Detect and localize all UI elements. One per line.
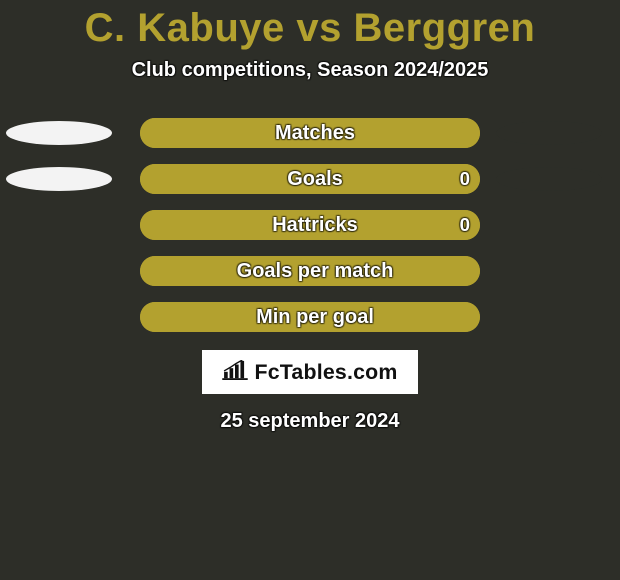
stat-label: Hattricks	[140, 210, 480, 240]
source-badge: FcTables.com	[202, 350, 418, 394]
player-a-marker	[6, 121, 112, 145]
stat-label: Goals per match	[140, 256, 480, 286]
page-title: C. Kabuye vs Berggren	[0, 6, 620, 51]
player-b-marker	[496, 121, 602, 145]
stat-bar: Hattricks0	[140, 210, 480, 240]
stat-row: Goals per match	[0, 256, 620, 286]
stat-label: Goals	[140, 164, 480, 194]
chart-icon	[222, 360, 248, 385]
comparison-infographic: C. Kabuye vs Berggren Club competitions,…	[0, 0, 620, 580]
generation-date: 25 september 2024	[0, 410, 620, 433]
stat-row: Hattricks0	[0, 210, 620, 240]
player-a-marker	[6, 167, 112, 191]
stat-row: Matches	[0, 118, 620, 148]
player-b-marker	[496, 167, 602, 191]
stat-label: Min per goal	[140, 302, 480, 332]
stat-label: Matches	[140, 118, 480, 148]
stat-row: Min per goal	[0, 302, 620, 332]
stat-bar: Goals per match	[140, 256, 480, 286]
stat-value-b: 0	[460, 210, 470, 240]
stat-row: Goals0	[0, 164, 620, 194]
stats-container: MatchesGoals0Hattricks0Goals per matchMi…	[0, 118, 620, 332]
stat-bar: Matches	[140, 118, 480, 148]
stat-bar: Min per goal	[140, 302, 480, 332]
source-badge-text: FcTables.com	[254, 360, 397, 385]
stat-bar: Goals0	[140, 164, 480, 194]
page-subtitle: Club competitions, Season 2024/2025	[0, 59, 620, 82]
stat-value-b: 0	[460, 164, 470, 194]
